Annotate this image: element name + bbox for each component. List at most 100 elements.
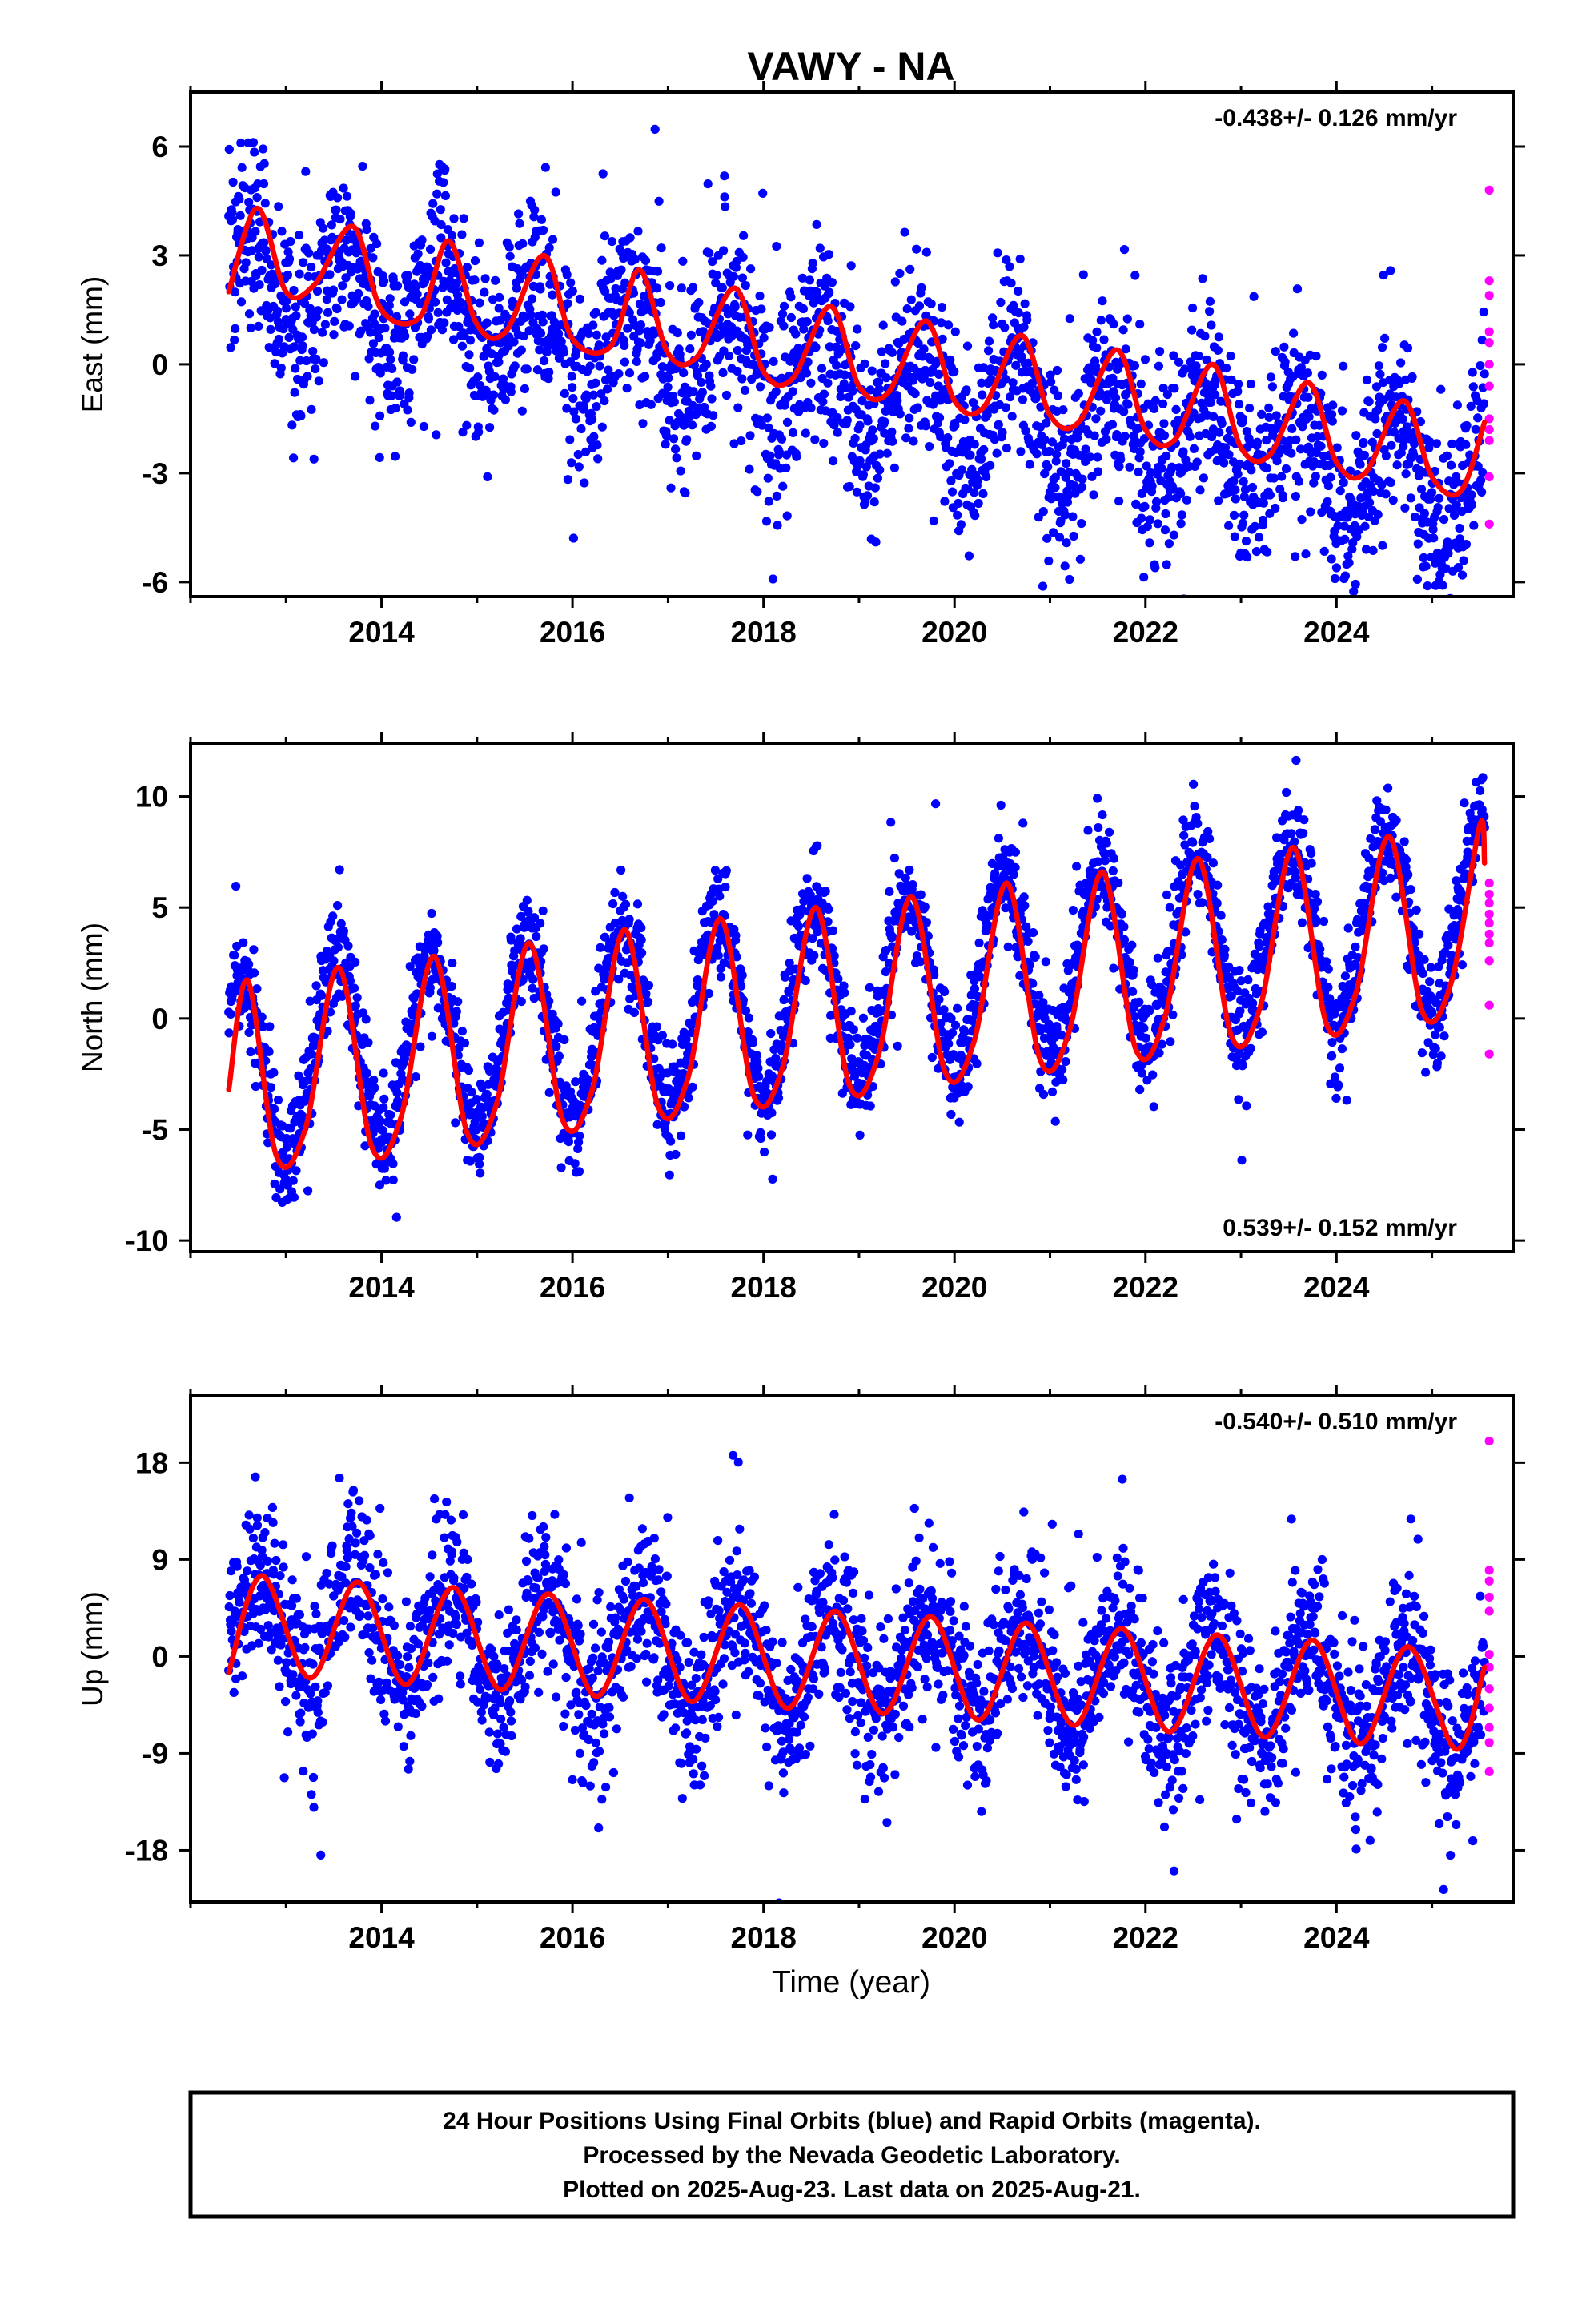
east-point bbox=[797, 273, 807, 283]
north-point bbox=[560, 1035, 569, 1045]
east-point bbox=[1455, 523, 1464, 533]
east-point bbox=[1050, 483, 1060, 493]
east-point bbox=[1415, 417, 1425, 427]
east-point bbox=[495, 316, 505, 325]
north-point bbox=[888, 932, 897, 942]
north-point bbox=[1166, 1037, 1175, 1047]
east-point bbox=[544, 243, 554, 252]
east-point bbox=[1198, 274, 1207, 283]
east-point bbox=[888, 436, 897, 446]
east-point bbox=[1378, 541, 1387, 550]
east-point bbox=[666, 483, 676, 493]
east-point bbox=[873, 473, 882, 483]
north-point bbox=[974, 938, 984, 947]
north-point bbox=[1072, 862, 1082, 871]
north-point bbox=[657, 1031, 668, 1040]
east-point bbox=[445, 275, 455, 285]
east-point bbox=[1064, 468, 1074, 477]
north-point bbox=[636, 923, 646, 933]
north-point bbox=[465, 1156, 475, 1166]
east-point bbox=[536, 284, 545, 294]
east-point bbox=[358, 162, 367, 171]
east-point bbox=[1206, 397, 1216, 407]
east-point bbox=[1075, 554, 1085, 564]
east-point bbox=[465, 336, 476, 345]
east-point bbox=[718, 368, 728, 377]
north-point bbox=[972, 1059, 982, 1068]
east-point bbox=[1298, 422, 1307, 432]
east-xtick-label: 2018 bbox=[731, 616, 797, 649]
north-point bbox=[990, 869, 1000, 879]
north-point bbox=[1255, 942, 1264, 951]
east-point bbox=[386, 355, 396, 364]
east-point bbox=[1116, 455, 1126, 464]
east-point bbox=[604, 365, 613, 375]
east-point bbox=[1142, 522, 1152, 532]
east-point bbox=[775, 448, 785, 457]
east-point bbox=[1303, 368, 1312, 378]
east-point bbox=[436, 205, 445, 215]
east-point bbox=[1158, 384, 1168, 393]
east-point bbox=[848, 386, 857, 396]
east-point bbox=[765, 451, 775, 460]
east-point bbox=[720, 192, 729, 202]
east-point bbox=[943, 433, 953, 443]
east-point bbox=[1349, 587, 1359, 597]
north-point bbox=[840, 988, 849, 998]
east-point bbox=[1205, 307, 1215, 316]
east-point bbox=[296, 411, 306, 421]
east-point bbox=[328, 285, 338, 295]
east-point bbox=[1040, 468, 1050, 479]
east-point bbox=[1222, 364, 1231, 373]
north-point bbox=[1038, 1089, 1049, 1100]
north-point bbox=[694, 976, 704, 986]
east-point bbox=[449, 214, 459, 223]
east-point bbox=[436, 233, 446, 243]
east-point bbox=[363, 301, 373, 311]
east-point bbox=[1429, 533, 1439, 543]
east-point bbox=[1011, 360, 1021, 370]
east-point bbox=[1234, 379, 1243, 389]
north-point bbox=[427, 1031, 437, 1041]
east-point bbox=[1296, 363, 1306, 372]
east-point bbox=[1278, 493, 1287, 503]
east-point bbox=[1213, 345, 1223, 355]
north-point bbox=[516, 997, 526, 1007]
east-point bbox=[1371, 382, 1382, 392]
north-point bbox=[688, 1082, 697, 1092]
east-point bbox=[1479, 307, 1488, 317]
north-point bbox=[855, 1130, 865, 1140]
north-point bbox=[1224, 962, 1234, 971]
east-point bbox=[600, 396, 609, 406]
east-point bbox=[1262, 436, 1271, 445]
east-point bbox=[254, 321, 263, 331]
east-point bbox=[717, 283, 728, 292]
east-point bbox=[833, 412, 842, 423]
east-point bbox=[1001, 374, 1010, 384]
east-point bbox=[384, 300, 394, 310]
east-point bbox=[801, 428, 810, 438]
east-point bbox=[1169, 530, 1178, 540]
chart-title: VAWY - NA bbox=[747, 44, 954, 89]
east-point bbox=[897, 316, 907, 326]
north-point bbox=[743, 1130, 753, 1140]
north-point bbox=[1220, 944, 1230, 954]
east-point bbox=[738, 252, 748, 262]
east-point bbox=[656, 297, 665, 308]
east-point bbox=[545, 279, 555, 289]
east-point bbox=[585, 361, 595, 371]
east-point bbox=[1119, 407, 1129, 416]
north-point bbox=[644, 980, 654, 991]
east-point bbox=[1176, 519, 1186, 529]
east-model-line bbox=[226, 205, 1488, 498]
east-point bbox=[1195, 485, 1205, 495]
north-point bbox=[392, 1088, 402, 1098]
east-point bbox=[1478, 468, 1488, 477]
east-point bbox=[226, 343, 235, 352]
north-point bbox=[1114, 878, 1123, 887]
east-point bbox=[773, 521, 782, 530]
east-point bbox=[1306, 507, 1315, 517]
north-point bbox=[944, 1039, 954, 1048]
east-point bbox=[786, 312, 796, 323]
